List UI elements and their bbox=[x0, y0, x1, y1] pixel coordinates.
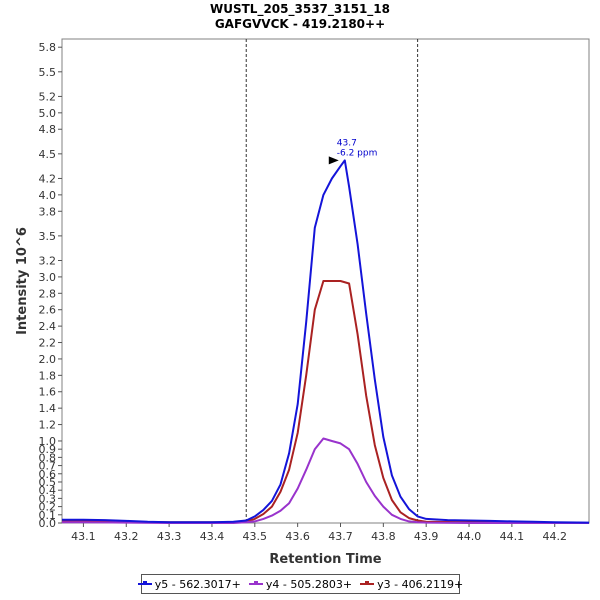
y-tick-label: 3.0 bbox=[39, 271, 57, 284]
y-tick-label: 2.6 bbox=[39, 304, 57, 317]
y-tick-label: 1.0 bbox=[39, 435, 57, 448]
y-tick-label: 5.2 bbox=[39, 90, 57, 103]
chart-title: WUSTL_205_3537_3151_18 bbox=[210, 2, 390, 16]
x-axis-label: Retention Time bbox=[269, 552, 381, 567]
y-tick-label: 0.8 bbox=[39, 451, 57, 464]
y-tick-label: 0.3 bbox=[39, 492, 57, 505]
y-tick-label: 0.7 bbox=[39, 460, 57, 473]
y-tick-label: 5.8 bbox=[39, 41, 57, 54]
y-tick-label: 5.0 bbox=[39, 107, 57, 120]
series-line-y4 bbox=[62, 437, 589, 524]
chart-subtitle: GAFGVVCK - 419.2180++ bbox=[214, 17, 386, 31]
x-tick-label: 44.1 bbox=[500, 530, 525, 543]
y-tick-label: 2.8 bbox=[39, 287, 57, 300]
peak-annotation-ppm: -6.2 ppm bbox=[337, 148, 378, 158]
y-tick-label: 1.4 bbox=[39, 402, 57, 415]
y-tick-label: 0.1 bbox=[39, 509, 57, 522]
y-tick-label: 4.8 bbox=[39, 123, 57, 136]
x-tick-label: 44.0 bbox=[457, 530, 482, 543]
y-tick-label: 0.2 bbox=[39, 501, 57, 514]
y-tick-label: 0.0 bbox=[39, 517, 57, 530]
y-tick-label: 2.2 bbox=[39, 337, 57, 350]
y-tick-label: 1.8 bbox=[39, 369, 57, 382]
legend-swatch-y5 bbox=[137, 581, 152, 585]
y-tick-label: 3.2 bbox=[39, 254, 57, 267]
legend-label-y4: y4 - 505.2803+ bbox=[265, 577, 353, 591]
x-tick-label: 43.9 bbox=[414, 530, 439, 543]
y-tick-label: 0.6 bbox=[39, 468, 57, 481]
legend-item-y5: y5 - 562.3017+ bbox=[137, 577, 241, 591]
chart-legend: y5 - 562.3017+ y4 - 505.2803+ y3 - 406.2… bbox=[137, 574, 463, 594]
legend-label-y3: y3 - 406.2119+ bbox=[377, 577, 464, 591]
legend-swatch-y4 bbox=[248, 581, 263, 585]
y-tick-label: 2.0 bbox=[39, 353, 57, 366]
y-tick-label: 0.9 bbox=[39, 443, 57, 456]
x-tick-label: 44.2 bbox=[542, 530, 567, 543]
x-tick-label: 43.6 bbox=[285, 530, 310, 543]
y-tick-label: 1.6 bbox=[39, 386, 57, 399]
x-tick-label: 43.7 bbox=[328, 530, 353, 543]
x-tick-label: 43.4 bbox=[200, 530, 225, 543]
peak-annotation-rt: 43.7 bbox=[337, 138, 357, 148]
y-tick-label: 4.5 bbox=[39, 148, 57, 161]
series-line-y5 bbox=[62, 159, 590, 524]
x-tick-label: 43.5 bbox=[243, 530, 268, 543]
x-tick-label: 43.1 bbox=[71, 530, 96, 543]
y-tick-label: 3.5 bbox=[39, 230, 57, 243]
y-tick-label: 4.0 bbox=[39, 189, 57, 202]
legend-item-y3: y3 - 406.2119+ bbox=[360, 578, 463, 591]
y-tick-label: 0.5 bbox=[39, 476, 57, 489]
legend-label-y5: y5 - 562.3017+ bbox=[154, 577, 241, 591]
y-tick-label: 4.2 bbox=[39, 172, 57, 185]
legend-swatch-y3 bbox=[360, 581, 375, 585]
y-tick-label: 5.5 bbox=[39, 66, 57, 79]
peak-marker-arrow bbox=[328, 156, 339, 165]
x-tick-label: 43.8 bbox=[371, 530, 396, 543]
x-tick-label: 43.2 bbox=[114, 530, 139, 543]
x-tick-label: 43.3 bbox=[157, 530, 182, 543]
y-tick-label: 0.4 bbox=[39, 484, 57, 497]
y-axis-label: Intensity 10^6 bbox=[15, 227, 30, 335]
y-tick-label: 1.2 bbox=[39, 419, 57, 432]
legend-item-y4: y4 - 505.2803+ bbox=[248, 577, 353, 591]
y-tick-label: 2.4 bbox=[39, 320, 57, 333]
y-tick-label: 3.8 bbox=[39, 205, 57, 218]
